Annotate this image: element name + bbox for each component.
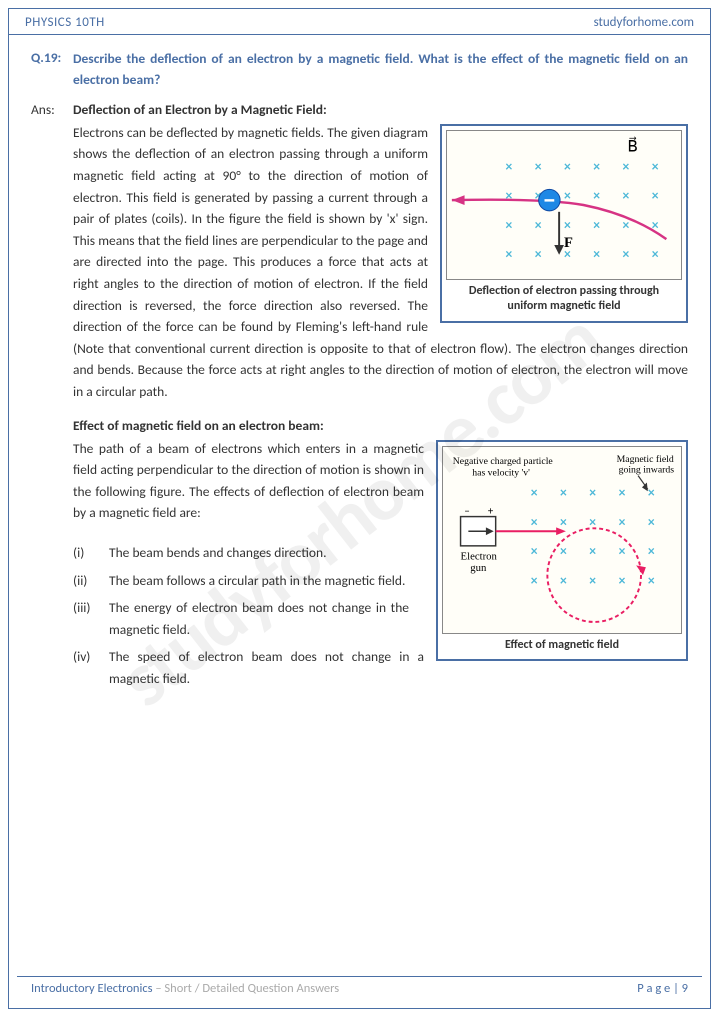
answer-row: Ans: Deflection of an Electron by a Magn… xyxy=(31,101,688,696)
item-text: The beam bends and changes direction. xyxy=(109,542,409,564)
svg-text:×: × xyxy=(531,571,538,588)
svg-text:×: × xyxy=(593,158,600,175)
footer-left: Introductory Electronics – Short / Detai… xyxy=(31,981,339,996)
svg-text:×: × xyxy=(560,571,567,588)
svg-text:×: × xyxy=(652,245,659,262)
svg-text:×: × xyxy=(589,542,596,559)
page-label: P a g e | xyxy=(637,981,681,996)
svg-text:×: × xyxy=(506,187,513,204)
svg-text:×: × xyxy=(589,484,596,501)
svg-text:×: × xyxy=(535,216,542,233)
question-row: Q.19: Describe the deflection of an elec… xyxy=(31,49,688,91)
footer-subtitle: – Short / Detailed Question Answers xyxy=(153,981,340,996)
svg-text:×: × xyxy=(531,513,538,530)
svg-text:×: × xyxy=(560,542,567,559)
gun-label-a: Electron xyxy=(461,550,498,562)
fig2-label2-a: Magnetic field xyxy=(617,454,674,465)
svg-text:×: × xyxy=(619,542,626,559)
answer-body: Deflection of an Electron by a Magnetic … xyxy=(73,101,688,696)
svg-text:×: × xyxy=(652,187,659,204)
page-number: 9 xyxy=(682,981,688,996)
figure1-box: B⃗ ×××××× ×××××× ×××××× ×××××× xyxy=(440,124,688,323)
figure1-caption: Deflection of electron passing through u… xyxy=(446,280,682,317)
svg-text:×: × xyxy=(506,245,513,262)
svg-text:×: × xyxy=(623,187,630,204)
svg-text:×: × xyxy=(648,571,655,588)
list-item: (iv) The speed of electron beam does not… xyxy=(73,646,424,689)
svg-text:×: × xyxy=(531,542,538,559)
x-grid-2: ××××× ××××× ××××× ××××× xyxy=(531,484,655,589)
figure2-box: Negative charged particle has velocity '… xyxy=(436,440,688,662)
gun-label-b: gun xyxy=(470,562,487,574)
item-text: The energy of electron beam does not cha… xyxy=(109,597,409,640)
b-vector-label: B⃗ xyxy=(627,135,638,155)
content-area: Q.19: Describe the deflection of an elec… xyxy=(9,35,710,696)
svg-text:×: × xyxy=(593,216,600,233)
item-num: (iii) xyxy=(73,597,109,640)
figure1-svg: B⃗ ×××××× ×××××× ×××××× ×××××× xyxy=(447,131,681,279)
list-item: (ii) The beam follows a circular path in… xyxy=(73,570,424,592)
svg-text:×: × xyxy=(648,484,655,501)
para1-wrap: B⃗ ×××××× ×××××× ×××××× ×××××× xyxy=(73,122,688,417)
item-num: (iv) xyxy=(73,646,109,689)
footer-title: Introductory Electronics xyxy=(31,981,153,996)
section2-title: Effect of magnetic field on an electron … xyxy=(73,417,688,434)
figure2-caption: Effect of magnetic field xyxy=(442,634,682,656)
svg-text:×: × xyxy=(564,158,571,175)
svg-text:×: × xyxy=(535,245,542,262)
path-arrow xyxy=(452,195,465,205)
section1-title: Deflection of an Electron by a Magnetic … xyxy=(73,101,688,118)
gun-plus: + xyxy=(488,504,494,517)
fig2-label1-a: Negative charged particle xyxy=(453,455,553,466)
figure1-diagram: B⃗ ×××××× ×××××× ×××××× ×××××× xyxy=(446,130,682,280)
fig2-label1-b: has velocity 'v' xyxy=(472,467,530,478)
x-grid-1: ×××××× ×××××× ×××××× ×××××× xyxy=(506,158,659,263)
svg-text:×: × xyxy=(535,158,542,175)
svg-text:×: × xyxy=(506,216,513,233)
svg-text:×: × xyxy=(531,484,538,501)
list-item: (i) The beam bends and changes direction… xyxy=(73,542,424,564)
svg-text:×: × xyxy=(564,216,571,233)
page-header: PHYSICS 10TH studyforhome.com xyxy=(9,9,710,35)
svg-text:×: × xyxy=(560,484,567,501)
item-text: The speed of electron beam does not chan… xyxy=(109,646,424,689)
force-label: F xyxy=(564,235,573,251)
svg-text:×: × xyxy=(560,513,567,530)
svg-text:×: × xyxy=(623,245,630,262)
figure2-diagram: Negative charged particle has velocity '… xyxy=(442,446,682,634)
fig2-label2-b: going inwards xyxy=(619,464,675,475)
question-text: Describe the deflection of an electron b… xyxy=(73,49,688,91)
header-subject: PHYSICS 10TH xyxy=(25,15,105,30)
svg-text:×: × xyxy=(619,571,626,588)
footer-right: P a g e | 9 xyxy=(637,981,688,996)
svg-text:×: × xyxy=(619,484,626,501)
svg-text:×: × xyxy=(593,187,600,204)
page-footer: Introductory Electronics – Short / Detai… xyxy=(17,976,702,1000)
para2-wrap: Negative charged particle has velocity '… xyxy=(73,438,688,696)
svg-text:×: × xyxy=(648,542,655,559)
item-num: (i) xyxy=(73,542,109,564)
svg-text:×: × xyxy=(648,513,655,530)
figure2-svg: Negative charged particle has velocity '… xyxy=(443,447,681,633)
question-label: Q.19: xyxy=(31,49,73,91)
page-border: PHYSICS 10TH studyforhome.com studyforho… xyxy=(8,8,711,1009)
header-site: studyforhome.com xyxy=(594,15,694,30)
item-text: The beam follows a circular path in the … xyxy=(109,570,409,592)
circle-arrow xyxy=(636,565,646,575)
svg-text:×: × xyxy=(593,245,600,262)
item-num: (ii) xyxy=(73,570,109,592)
list-item: (iii) The energy of electron beam does n… xyxy=(73,597,424,640)
svg-text:×: × xyxy=(619,513,626,530)
svg-text:×: × xyxy=(506,158,513,175)
svg-text:×: × xyxy=(652,158,659,175)
answer-label: Ans: xyxy=(31,101,73,696)
electron-minus xyxy=(545,199,555,201)
svg-text:×: × xyxy=(589,571,596,588)
gun-minus: − xyxy=(464,504,469,517)
force-arrow-head xyxy=(554,245,564,255)
svg-text:×: × xyxy=(623,158,630,175)
